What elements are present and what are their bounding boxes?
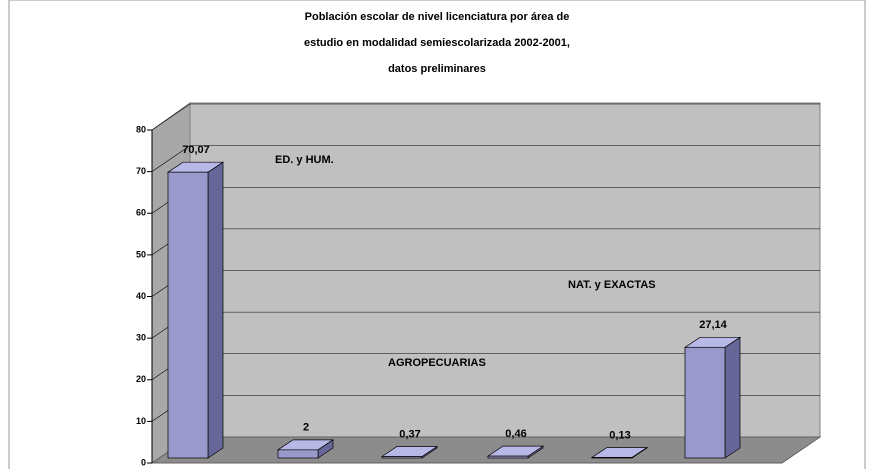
- y-tick-label: 30: [136, 333, 146, 343]
- bar: [684, 346, 726, 459]
- grid-line: [151, 103, 820, 131]
- grid-line: [151, 145, 820, 172]
- data-label: 70,07: [182, 144, 210, 156]
- annotation: ED. y HUM.: [275, 154, 334, 166]
- chart-title: Población escolar de nivel licenciatura …: [305, 11, 570, 23]
- data-label: 0,13: [609, 429, 630, 441]
- data-label: 27,14: [699, 319, 727, 331]
- bar: [167, 171, 209, 459]
- data-label: 0,37: [399, 428, 420, 440]
- bar: [381, 456, 423, 459]
- bar: [591, 457, 633, 459]
- y-tick-label: 60: [136, 208, 146, 218]
- y-tick-label: 20: [136, 374, 146, 384]
- y-tick-label: 50: [136, 249, 146, 259]
- data-label: 2: [303, 422, 309, 434]
- chart-title: estudio en modalidad semiescolarizada 20…: [304, 37, 570, 49]
- annotation: NAT. y EXACTAS: [568, 279, 656, 291]
- y-tick-label: 70: [136, 166, 146, 176]
- bar: [487, 455, 529, 459]
- data-label: 0,46: [505, 428, 526, 440]
- bar: [277, 449, 319, 459]
- chart-title: datos preliminares: [388, 63, 486, 75]
- y-tick-label: 10: [136, 416, 146, 426]
- bar-side: [207, 161, 224, 459]
- annotation: AGROPECUARIAS: [388, 357, 486, 369]
- y-tick-label: 40: [136, 291, 146, 301]
- y-tick-label: 80: [136, 124, 146, 134]
- bar-side: [724, 336, 741, 459]
- y-tick-label: 0: [141, 457, 146, 467]
